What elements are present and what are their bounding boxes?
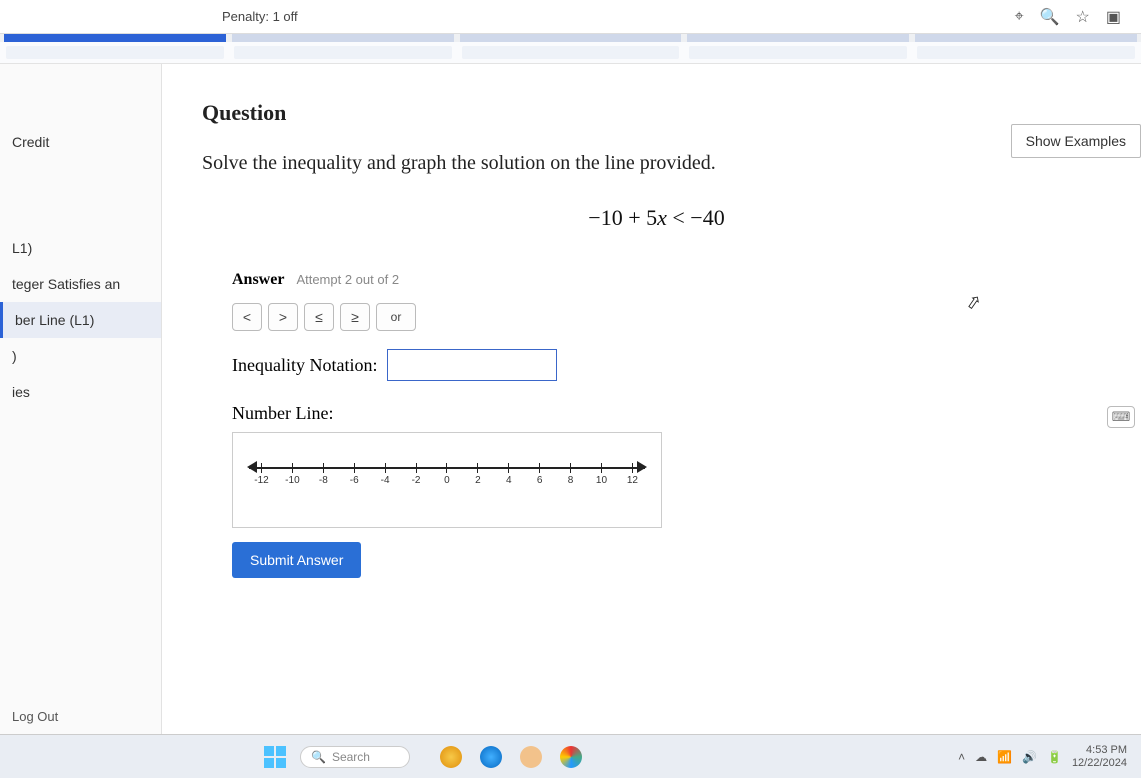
search-icon: 🔍 xyxy=(311,750,326,764)
sidebar-item-paren[interactable]: ) xyxy=(0,338,161,374)
browser-top-bar: Penalty: 1 off ⌖ 🔍 ☆ ▣ xyxy=(0,0,1141,34)
star-icon[interactable]: ☆ xyxy=(1076,7,1090,27)
lte-button[interactable]: ≤ xyxy=(304,303,334,331)
arrow-right-icon xyxy=(637,461,647,473)
question-prompt: Solve the inequality and graph the solut… xyxy=(202,152,1111,175)
zoom-icon[interactable]: 🔍 xyxy=(1040,7,1060,27)
question-heading: Question xyxy=(202,100,1111,126)
battery-icon[interactable]: 🔋 xyxy=(1047,750,1062,764)
sidebar-item-integer-satisfies[interactable]: teger Satisfies an xyxy=(0,266,161,302)
answer-heading: Answer Attempt 2 out of 2 xyxy=(232,271,1111,289)
gt-button[interactable]: > xyxy=(268,303,298,331)
progress-strip xyxy=(0,34,1141,42)
volume-icon[interactable]: 🔊 xyxy=(1022,750,1037,764)
app-icon[interactable] xyxy=(560,746,582,768)
taskbar-clock[interactable]: 4:53 PM 12/22/2024 xyxy=(1072,744,1127,768)
show-examples-button[interactable]: Show Examples xyxy=(1011,124,1141,158)
explorer-icon[interactable] xyxy=(520,746,542,768)
location-icon[interactable]: ⌖ xyxy=(1015,8,1024,26)
number-line-box[interactable]: -12 -10 -8 -6 -4 -2 0 2 4 6 8 10 12 xyxy=(232,432,662,528)
sidebar-item-ies[interactable]: ies xyxy=(0,374,161,410)
number-line-label: Number Line: xyxy=(232,403,1111,424)
attempt-counter: Attempt 2 out of 2 xyxy=(296,272,399,287)
gte-button[interactable]: ≥ xyxy=(340,303,370,331)
inequality-notation-label: Inequality Notation: xyxy=(232,355,377,376)
cloud-icon[interactable]: ☁ xyxy=(975,750,987,764)
logout-button[interactable]: Log Out xyxy=(0,699,161,734)
inequality-expression: −10 + 5x < −40 xyxy=(202,205,1111,231)
inequality-input[interactable] xyxy=(387,349,557,381)
taskbar: 🔍 Search ˄ ☁ 📶 🔊 🔋 4:53 PM 12/22/2024 xyxy=(0,734,1141,778)
or-button[interactable]: or xyxy=(376,303,416,331)
sidebar: Credit L1) teger Satisfies an ber Line (… xyxy=(0,64,162,734)
chevron-up-icon[interactable]: ˄ xyxy=(958,750,965,764)
sidebar-item-l1[interactable]: L1) xyxy=(0,230,161,266)
main-panel: Question Show Examples Solve the inequal… xyxy=(162,64,1141,734)
keyboard-icon[interactable]: ⌨ xyxy=(1107,406,1135,428)
search-placeholder: Search xyxy=(332,750,370,764)
taskbar-search[interactable]: 🔍 Search xyxy=(300,746,410,768)
submit-answer-button[interactable]: Submit Answer xyxy=(232,542,361,578)
symbol-row: < > ≤ ≥ or xyxy=(232,303,1111,331)
lt-button[interactable]: < xyxy=(232,303,262,331)
sidebar-item-credit[interactable]: Credit xyxy=(0,124,161,160)
extension-icon[interactable]: ▣ xyxy=(1106,7,1121,27)
number-line-ticks: -12 -10 -8 -6 -4 -2 0 2 4 6 8 10 12 xyxy=(261,463,633,473)
chrome-icon[interactable] xyxy=(440,746,462,768)
penalty-label: Penalty: 1 off xyxy=(222,9,298,24)
edge-icon[interactable] xyxy=(480,746,502,768)
system-tray[interactable]: ˄ ☁ 📶 🔊 🔋 4:53 PM 12/22/2024 xyxy=(958,744,1127,768)
wifi-icon[interactable]: 📶 xyxy=(997,750,1012,764)
tab-strip xyxy=(0,42,1141,64)
sidebar-item-number-line[interactable]: ber Line (L1) xyxy=(0,302,161,338)
start-button[interactable] xyxy=(264,746,286,768)
